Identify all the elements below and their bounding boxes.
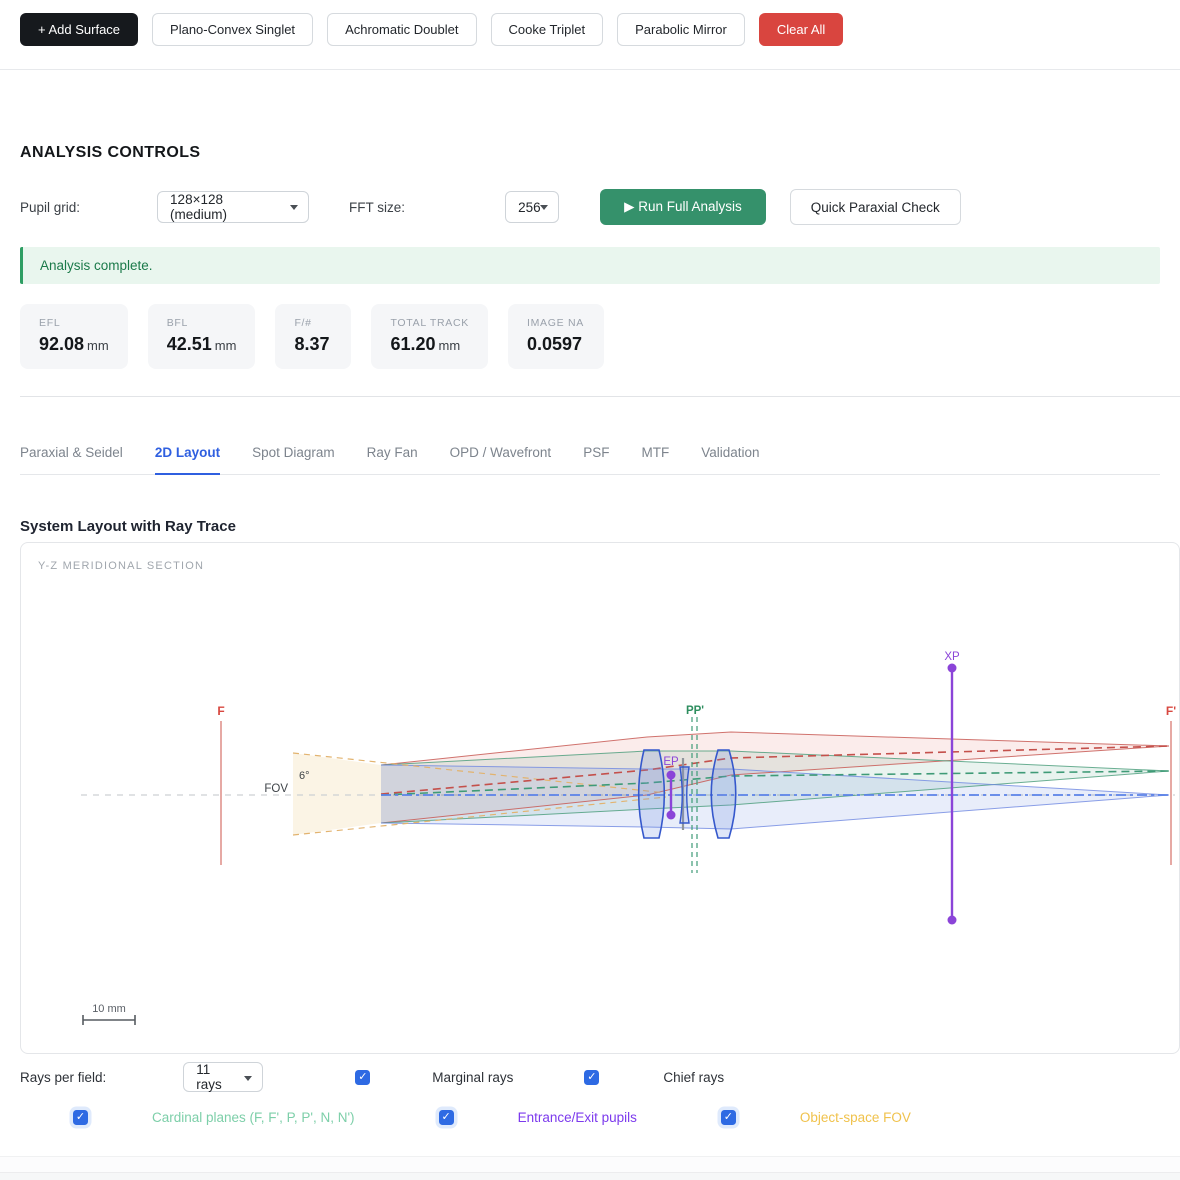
checkbox-marginal-rays[interactable]: ✓: [355, 1069, 371, 1085]
metric-label: F/#: [294, 317, 312, 329]
marginal-rays-label: Marginal rays: [432, 1069, 514, 1085]
lens-element-2: [679, 766, 690, 824]
layout-section-heading: System Layout with Ray Trace: [20, 518, 236, 535]
analysis-controls-row: Pupil grid: 128×128 (medium) FFT size: 2…: [20, 189, 1160, 225]
checkbox-object-space-fov[interactable]: ✓: [720, 1110, 736, 1125]
metric-card-efl: EFL 92.08 mm: [20, 304, 128, 369]
add-surface-button[interactable]: + Add Surface: [20, 13, 139, 46]
label-front-focal: F: [217, 704, 224, 718]
chief-ray-red: [380, 745, 1170, 795]
lens-element-3: [710, 749, 737, 839]
preset-cooke-triplet-button[interactable]: Cooke Triplet: [490, 13, 604, 46]
ray-trace-panel: Y-Z MERIDIONAL SECTION: [20, 542, 1180, 1054]
fft-size-select[interactable]: 256: [505, 191, 560, 223]
run-full-analysis-button[interactable]: ▶ Run Full Analysis: [600, 189, 766, 225]
tab-opd-wavefront[interactable]: OPD / Wavefront: [449, 445, 552, 460]
checkbox-chief-rays[interactable]: ✓: [584, 1069, 600, 1085]
ray-trace-diagram: Y-Z MERIDIONAL SECTION: [38, 560, 1176, 1025]
cardinal-planes-label: Cardinal planes (F, F', P, P', N, N'): [152, 1110, 355, 1125]
metrics-row: EFL 92.08 mm BFL 42.51 mm F/# 8.37 TOTAL T…: [20, 304, 1160, 369]
ray-bundle-green: [381, 751, 1169, 823]
metric-value: 61.20: [390, 334, 436, 354]
metric-label: BFL: [166, 317, 189, 329]
page-footer: [0, 1156, 1180, 1180]
label-exit-pupil: XP: [944, 651, 960, 663]
tab-2d-layout[interactable]: 2D Layout: [154, 445, 221, 475]
marginal-ray-red-upper: [380, 731, 1170, 766]
metric-value: 0.0597: [526, 334, 583, 354]
label-entrance-pupil: EP: [663, 756, 679, 768]
tab-spot-diagram[interactable]: Spot Diagram: [252, 445, 335, 460]
metric-label: TOTAL TRACK: [390, 317, 469, 329]
section-divider: [20, 396, 1180, 397]
chief-ray-green: [380, 770, 1170, 796]
lens-element-1: [637, 749, 666, 839]
preset-parabolic-mirror-button[interactable]: Parabolic Mirror: [617, 13, 745, 46]
analysis-controls-heading: ANALYSIS CONTROLS: [20, 144, 201, 161]
metric-value: 8.37: [294, 334, 330, 354]
exit-pupil-bottom-dot: [947, 915, 957, 925]
checkbox-entrance-exit-pupils[interactable]: ✓: [438, 1110, 454, 1125]
metric-unit: mm: [438, 338, 461, 353]
ray-controls-row-1: Rays per field: 11 rays ✓ Marginal rays …: [20, 1062, 1160, 1092]
metric-card-bfl: BFL 42.51 mm: [147, 304, 256, 369]
tab-ray-fan[interactable]: Ray Fan: [366, 445, 418, 460]
fov-edge-lower: [292, 796, 667, 836]
metric-label: EFL: [39, 317, 61, 329]
quick-paraxial-check-button[interactable]: Quick Paraxial Check: [789, 189, 961, 225]
label-field-angle: 6°: [299, 770, 310, 782]
metric-value: 92.08: [39, 334, 85, 354]
fft-size-label: FFT size:: [349, 199, 406, 215]
metric-unit: mm: [87, 338, 109, 353]
entrance-exit-pupils-label: Entrance/Exit pupils: [517, 1110, 637, 1125]
metric-value: 42.51: [166, 334, 212, 354]
preset-achromatic-doublet-button[interactable]: Achromatic Doublet: [327, 13, 477, 46]
analysis-tabs: Paraxial & Seidel 2D Layout Spot Diagram…: [20, 397, 1160, 475]
metric-label: IMAGE NA: [526, 317, 584, 329]
tab-paraxial-seidel[interactable]: Paraxial & Seidel: [20, 445, 123, 460]
preset-plano-convex-button[interactable]: Plano-Convex Singlet: [152, 13, 314, 46]
clear-all-button[interactable]: Clear All: [758, 13, 844, 46]
analysis-status-text: Analysis complete.: [40, 258, 153, 273]
tab-mtf[interactable]: MTF: [641, 445, 670, 460]
tab-psf[interactable]: PSF: [583, 445, 610, 460]
analysis-status-banner: Analysis complete.: [20, 247, 1160, 284]
pupil-grid-label: Pupil grid:: [20, 199, 81, 215]
metric-card-image-na: IMAGE NA 0.0597: [507, 304, 605, 369]
marginal-ray-green-lower: [380, 770, 1170, 824]
exit-pupil-top-dot: [947, 663, 957, 673]
footer-band: [0, 1156, 1180, 1172]
label-rear-focal: F': [1166, 704, 1176, 718]
pupil-grid-select[interactable]: 128×128 (medium): [157, 191, 310, 223]
scale-bar-label: 10 mm: [92, 1003, 126, 1015]
fov-cone: [293, 753, 381, 835]
marginal-ray-blue-lower: [380, 794, 1170, 830]
entrance-pupil-bottom-dot: [666, 810, 676, 820]
label-fov: FOV: [264, 783, 288, 795]
metric-card-fnum: F/# 8.37: [275, 304, 352, 369]
object-space-fov-label: Object-space FOV: [799, 1110, 911, 1125]
marginal-ray-green-upper: [380, 750, 1170, 772]
metric-card-total-track: TOTAL TRACK 61.20 mm: [371, 304, 488, 369]
entrance-pupil-top-dot: [666, 770, 676, 780]
checkbox-cardinal-planes[interactable]: ✓: [73, 1110, 88, 1125]
ray-controls-row-2: ✓ Cardinal planes (F, F', P, P', N, N') …: [20, 1110, 1160, 1125]
fov-edge-upper: [292, 752, 667, 794]
metric-unit: mm: [214, 338, 237, 353]
surface-toolbar: + Add Surface Plano-Convex Singlet Achro…: [0, 0, 1180, 70]
footer-band: [0, 1172, 1180, 1180]
tab-validation[interactable]: Validation: [701, 445, 760, 460]
rays-per-field-label: Rays per field:: [20, 1069, 107, 1085]
label-principal-planes: PP': [686, 705, 704, 717]
chief-rays-label: Chief rays: [663, 1069, 725, 1085]
meridional-section-label: Y-Z MERIDIONAL SECTION: [38, 560, 204, 572]
rays-per-field-select[interactable]: 11 rays: [183, 1062, 264, 1092]
